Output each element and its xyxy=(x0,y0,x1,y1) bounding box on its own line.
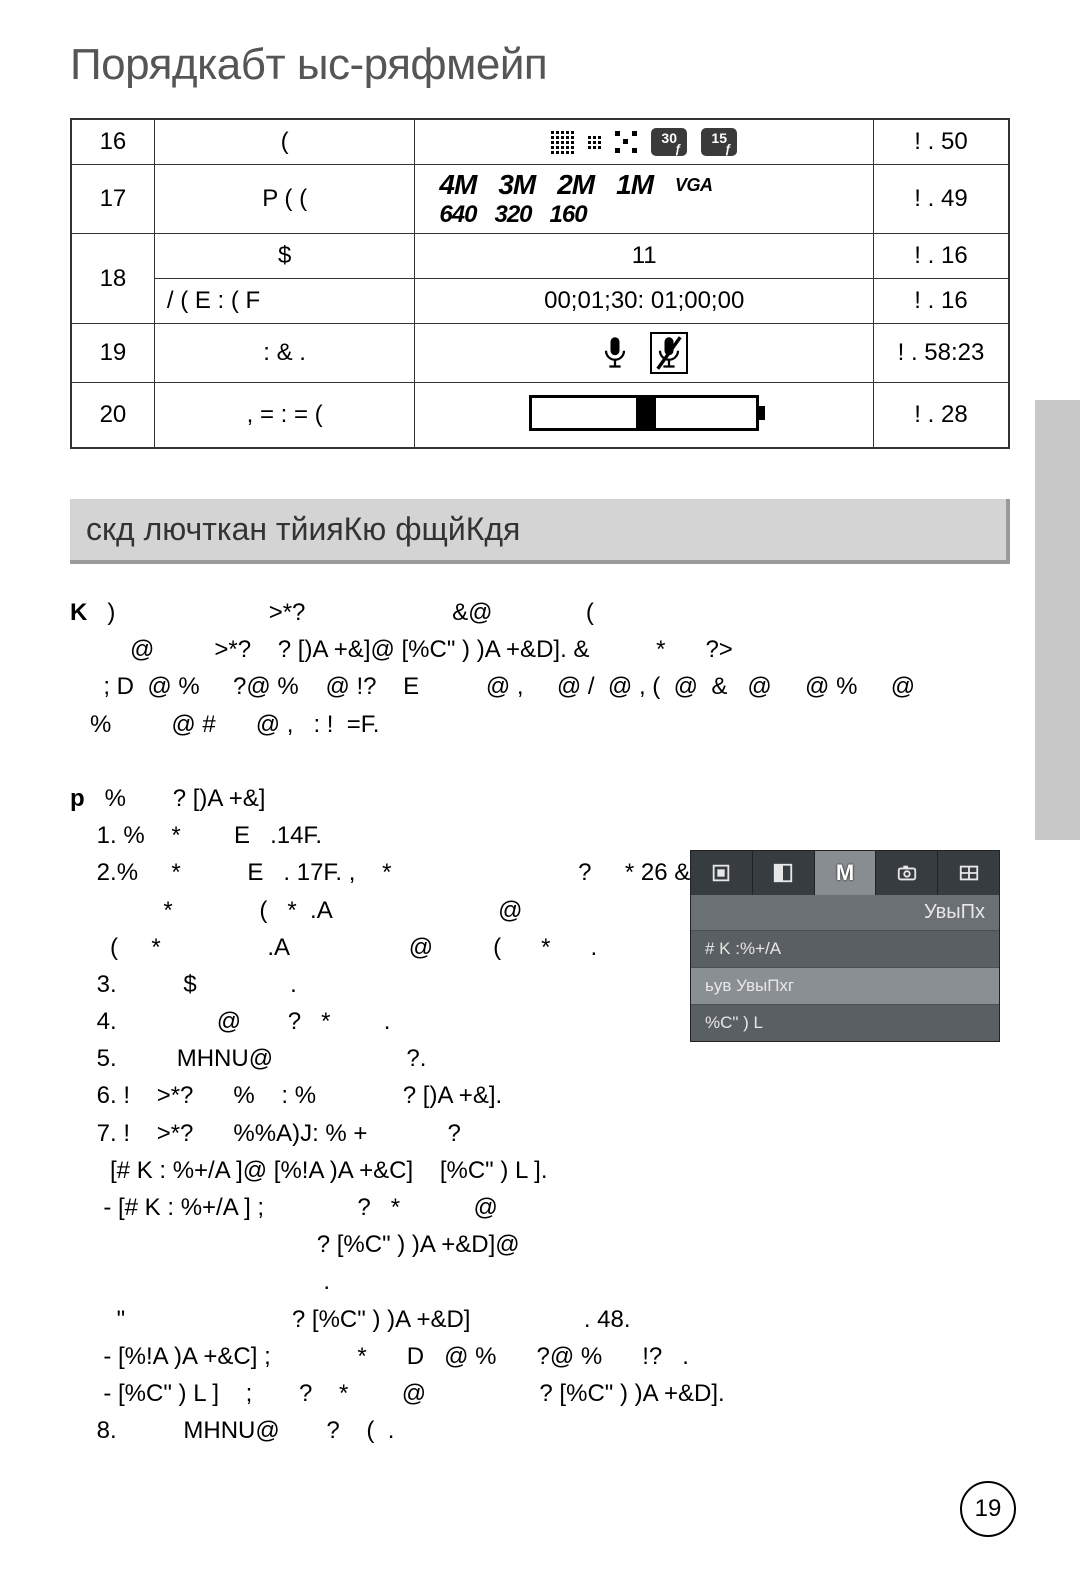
row-label: P ( ( xyxy=(154,165,415,234)
camera-menu: M УвыПх # K :%+/A ьув УвыПхг %C" ) L xyxy=(690,850,1000,1042)
mp-vga: VGA xyxy=(675,175,713,196)
page-title: Порядкабт ыс-ряфмейп xyxy=(70,40,1010,90)
table-row: 20 , = : = ( ! . 28 xyxy=(71,383,1009,449)
tab-mode-m[interactable]: M xyxy=(815,851,877,895)
row-val: 00;01;30: 01;00;00 xyxy=(415,279,874,324)
section-subtitle: скд лючткан тйияКю фщйКдя xyxy=(70,499,1010,564)
row-num: 16 xyxy=(71,119,154,165)
table-row: 17 P ( ( 4M 3M 2M 1M VGA 640 320 160 ! .… xyxy=(71,165,1009,234)
mic-off-icon xyxy=(650,332,688,374)
mp-4m: 4M xyxy=(439,169,476,201)
table-row: 16 ( xyxy=(71,119,1009,165)
quality-fine-icon xyxy=(551,131,574,154)
tab-play-icon[interactable] xyxy=(691,851,753,895)
row-label: / ( E : ( F xyxy=(154,279,415,324)
table-row: 18 $ 11 ! . 16 xyxy=(71,234,1009,279)
row-num: 20 xyxy=(71,383,154,449)
row-ref: ! . 16 xyxy=(873,234,1009,279)
row-ref: ! . 58:23 xyxy=(873,324,1009,383)
mp-1m: 1M xyxy=(616,169,653,201)
row-label: , = : = ( xyxy=(154,383,415,449)
menu-item[interactable]: %C" ) L xyxy=(691,1004,999,1041)
table-row: / ( E : ( F 00;01;30: 01;00;00 ! . 16 xyxy=(71,279,1009,324)
row-label: : & . xyxy=(154,324,415,383)
mp-320: 320 xyxy=(494,201,531,229)
quality-low-icon xyxy=(615,131,637,153)
row-icons: 30 15 xyxy=(415,119,874,165)
row-val: 11 xyxy=(415,234,874,279)
row-icons xyxy=(415,324,874,383)
fps-30-icon: 30 xyxy=(651,128,687,156)
mp-2m: 2M xyxy=(557,169,594,201)
row-icons: 4M 3M 2M 1M VGA 640 320 160 xyxy=(415,165,874,234)
mp-3m: 3M xyxy=(498,169,535,201)
menu-item[interactable]: ьув УвыПхг xyxy=(691,967,999,1004)
row-num: 17 xyxy=(71,165,154,234)
row-ref: ! . 49 xyxy=(873,165,1009,234)
tab-setup-icon[interactable] xyxy=(938,851,999,895)
row-icons xyxy=(415,383,874,449)
row-num: 19 xyxy=(71,324,154,383)
row-ref: ! . 16 xyxy=(873,279,1009,324)
row-ref: ! . 50 xyxy=(873,119,1009,165)
icon-table: 16 ( xyxy=(70,118,1010,449)
quality-normal-icon xyxy=(588,136,601,149)
menu-item[interactable]: # K :%+/A xyxy=(691,930,999,967)
menu-heading: УвыПх xyxy=(691,895,999,930)
mp-640: 640 xyxy=(439,201,476,229)
side-tab xyxy=(1035,400,1080,840)
row-label: $ xyxy=(154,234,415,279)
row-num: 18 xyxy=(71,234,154,324)
row-ref: ! . 28 xyxy=(873,383,1009,449)
mp-160: 160 xyxy=(550,201,587,229)
tab-display-icon[interactable] xyxy=(753,851,815,895)
table-row: 19 : & . xyxy=(71,324,1009,383)
row-label: ( xyxy=(154,119,415,165)
mic-on-icon xyxy=(600,335,630,371)
battery-icon xyxy=(529,395,759,431)
fps-15-icon: 15 xyxy=(701,128,737,156)
page-number: 19 xyxy=(960,1481,1016,1537)
m-icon: M xyxy=(836,860,854,886)
menu-tabs: M xyxy=(691,851,999,895)
tab-camera-icon[interactable] xyxy=(876,851,938,895)
